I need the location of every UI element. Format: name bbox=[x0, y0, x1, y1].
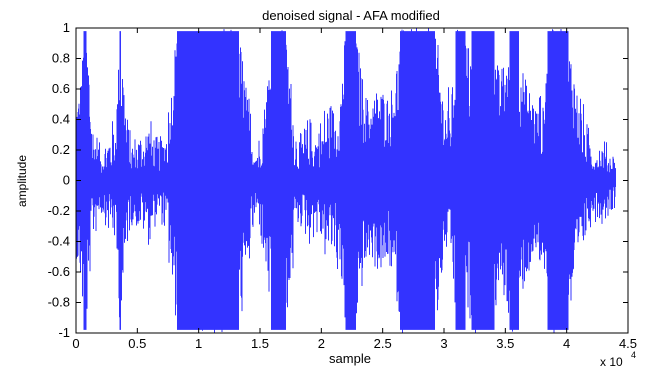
y-tick-label: -0.4 bbox=[48, 234, 70, 249]
y-tick-label: 0.6 bbox=[52, 81, 70, 96]
plot-area bbox=[76, 28, 616, 333]
y-tick-label: 1 bbox=[63, 20, 70, 35]
y-tick-label: -1 bbox=[58, 325, 70, 340]
chart-title: denoised signal - AFA modified bbox=[262, 8, 440, 23]
x-tick-label: 3.5 bbox=[496, 336, 514, 351]
x-multiplier-label: x 10 bbox=[600, 355, 623, 369]
y-tick-label: -0.2 bbox=[48, 203, 70, 218]
x-tick-label: 4.5 bbox=[619, 336, 637, 351]
x-axis-label: sample bbox=[329, 351, 371, 366]
y-tick-label: -0.6 bbox=[48, 264, 70, 279]
signal-series bbox=[76, 28, 616, 333]
x-tick-label: 1.5 bbox=[251, 336, 269, 351]
x-tick-label: 2 bbox=[318, 336, 325, 351]
x-tick-label: 0 bbox=[72, 336, 79, 351]
x-tick-label: 3 bbox=[440, 336, 447, 351]
y-axis: -1 -0.8 -0.6 -0.4 -0.2 0 0.2 0.4 0.6 0.8 1 bbox=[48, 20, 628, 340]
y-tick-label: 0 bbox=[63, 173, 70, 188]
x-tick-label: 1 bbox=[195, 336, 202, 351]
x-tick-label: 4 bbox=[563, 336, 570, 351]
x-axis: 0 0.5 1 1.5 2 2.5 3 3.5 4 4.5 bbox=[72, 28, 637, 351]
y-axis-label: amplitude bbox=[15, 155, 29, 207]
y-tick-label: 0.2 bbox=[52, 142, 70, 157]
signal-trace bbox=[76, 28, 616, 333]
x-tick-label: 2.5 bbox=[374, 336, 392, 351]
y-tick-label: -0.8 bbox=[48, 295, 70, 310]
x-tick-label: 0.5 bbox=[128, 336, 146, 351]
y-tick-label: 0.4 bbox=[52, 112, 70, 127]
x-multiplier-exponent: 4 bbox=[631, 350, 636, 360]
y-tick-label: 0.8 bbox=[52, 51, 70, 66]
